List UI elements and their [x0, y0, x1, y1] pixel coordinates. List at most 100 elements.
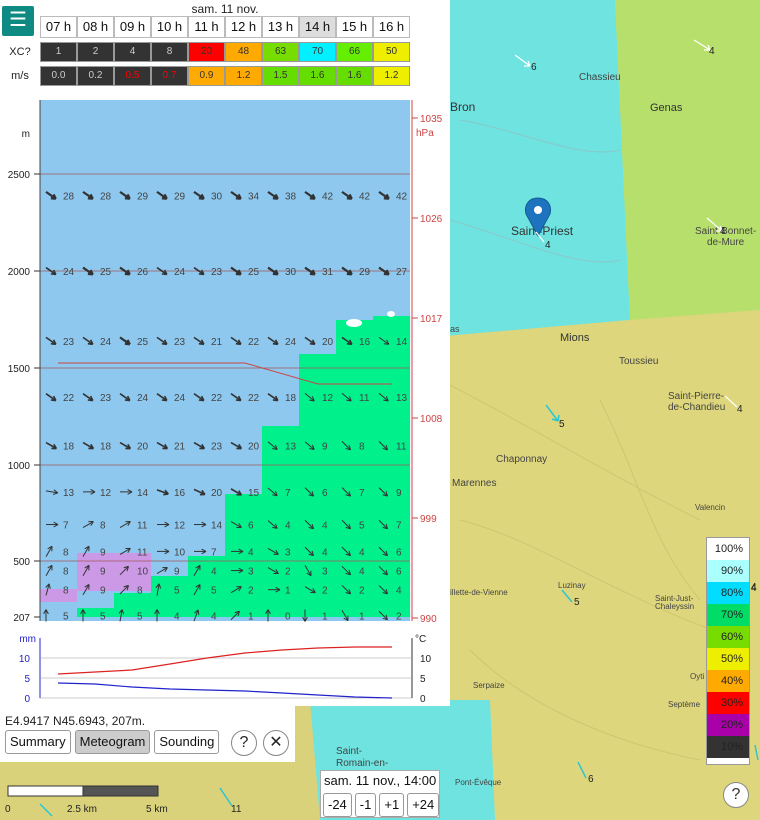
wind-arrowhead: [238, 567, 244, 571]
wind-arrow: [230, 441, 242, 450]
wind-speed-label: 29: [359, 267, 371, 278]
wind-arrow: [304, 336, 316, 345]
thermal-column: [299, 354, 336, 617]
wind-speed-label: 20: [248, 442, 260, 453]
wind-speed-label: 23: [174, 337, 186, 348]
hour-column-header[interactable]: 08 h: [77, 16, 114, 38]
wind-arrow: [341, 565, 351, 576]
legend-item: 70%: [707, 604, 749, 626]
thermal-column: [225, 494, 262, 617]
wind-arrowhead: [127, 548, 131, 553]
wind-arrowhead: [312, 588, 316, 593]
wind-arrowhead: [164, 524, 170, 528]
wind-arrowhead: [156, 609, 160, 615]
map-wind-value: 5: [574, 597, 580, 608]
wind-arrowhead: [311, 193, 316, 200]
wind-speed-label: 5: [137, 611, 143, 622]
hour-column-header[interactable]: 14 h: [299, 16, 336, 38]
tab-meteogram[interactable]: Meteogram: [74, 730, 151, 754]
wind-speed-label: 11: [359, 393, 370, 404]
tab-summary[interactable]: Summary: [5, 730, 71, 754]
hour-column-header[interactable]: 09 h: [114, 16, 151, 38]
wind-arrowhead: [201, 548, 207, 552]
wind-arrow: [341, 519, 351, 530]
thermal-column: [188, 556, 225, 617]
wind-arrow: [304, 392, 315, 402]
hour-column-header[interactable]: 11 h: [188, 16, 225, 38]
wind-speed-label: 4: [211, 567, 217, 578]
wind-arrow: [693, 39, 711, 51]
location-pin-icon[interactable]: [525, 197, 551, 238]
wind-speed-label: 22: [248, 393, 260, 404]
wind-arrow: [156, 336, 168, 345]
place-chaponnay: Chaponnay: [496, 454, 548, 465]
hour-column-header[interactable]: 12 h: [225, 16, 262, 38]
pressure-unit: hPa: [416, 128, 434, 139]
legend-item: 80%: [707, 582, 749, 604]
thermal-speed-cell: 0.9: [188, 66, 225, 86]
wind-arrowhead: [43, 609, 47, 615]
wind-speed-label: 2: [322, 586, 328, 597]
step-minus-24-button[interactable]: -24: [323, 793, 352, 817]
wind-arrow: [724, 395, 738, 408]
wind-arrow: [230, 393, 242, 402]
wind-arrow: [45, 266, 57, 276]
cloud-layer: [40, 589, 77, 602]
wind-speed-label: 12: [174, 521, 186, 532]
map-help-button[interactable]: ?: [723, 782, 749, 808]
wind-arrowhead: [90, 489, 96, 493]
wind-arrowhead: [274, 395, 279, 401]
hour-column-header[interactable]: 13 h: [262, 16, 299, 38]
map-wind-value: 4: [737, 404, 743, 415]
help-button[interactable]: ?: [231, 730, 257, 756]
wind-arrowhead: [126, 566, 129, 572]
legend-item: 20%: [707, 714, 749, 736]
wind-arrowhead: [158, 583, 162, 589]
pressure-label: 1035: [420, 114, 443, 125]
map-wind-value: 4: [720, 226, 726, 237]
pressure-label: 1017: [420, 314, 443, 325]
cloud-icon: [346, 319, 362, 327]
hour-column-header[interactable]: 16 h: [373, 16, 410, 38]
wind-speed-label: 7: [396, 521, 402, 532]
tab-sounding[interactable]: Sounding: [154, 730, 220, 754]
menu-button[interactable]: ☰: [0, 4, 36, 38]
wind-arrowhead: [274, 523, 278, 529]
wind-speed-label: 5: [63, 611, 69, 622]
wind-speed-label: 0: [285, 611, 291, 622]
wind-arrowhead: [163, 339, 168, 345]
wind-speed-label: 12: [322, 393, 334, 404]
wind-arrow: [230, 521, 242, 528]
wind-speed-label: 30: [211, 191, 223, 202]
wind-arrowhead: [118, 609, 123, 614]
wind-arrow: [378, 565, 388, 576]
wind-speed-label: 4: [359, 567, 365, 578]
wind-arrowhead: [126, 193, 131, 200]
step-plus-24-button[interactable]: +24: [407, 793, 440, 817]
wind-speed-label: 34: [248, 191, 260, 202]
wind-speed-label: 24: [63, 267, 75, 278]
wind-arrowhead: [90, 491, 96, 495]
wind-speed-label: 3: [285, 547, 291, 558]
hour-column-header[interactable]: 07 h: [40, 16, 77, 38]
wind-arrowhead: [238, 570, 244, 574]
hour-column-header[interactable]: 15 h: [336, 16, 373, 38]
step-plus-1-button[interactable]: +1: [379, 793, 405, 817]
wind-arrowhead: [47, 564, 53, 569]
wind-speed-label: 25: [100, 267, 112, 278]
dewpoint-line: [57, 682, 393, 699]
temp-unit: °C: [415, 634, 426, 645]
wind-arrow: [341, 546, 351, 556]
map-wind-value: 5: [559, 419, 565, 430]
step-minus-1-button[interactable]: -1: [354, 793, 377, 817]
place-de-chandieu: de-Chandieu: [668, 402, 726, 413]
hour-column-header[interactable]: 10 h: [151, 16, 188, 38]
wind-arrow: [577, 761, 587, 779]
altitude-label: 1000: [8, 461, 31, 472]
thermal-speed-cell: 0.7: [151, 66, 188, 86]
close-button[interactable]: ✕: [263, 730, 289, 756]
wind-speed-label: 31: [322, 267, 334, 278]
wind-speed-label: 24: [285, 337, 297, 348]
wind-arrow: [341, 610, 349, 621]
